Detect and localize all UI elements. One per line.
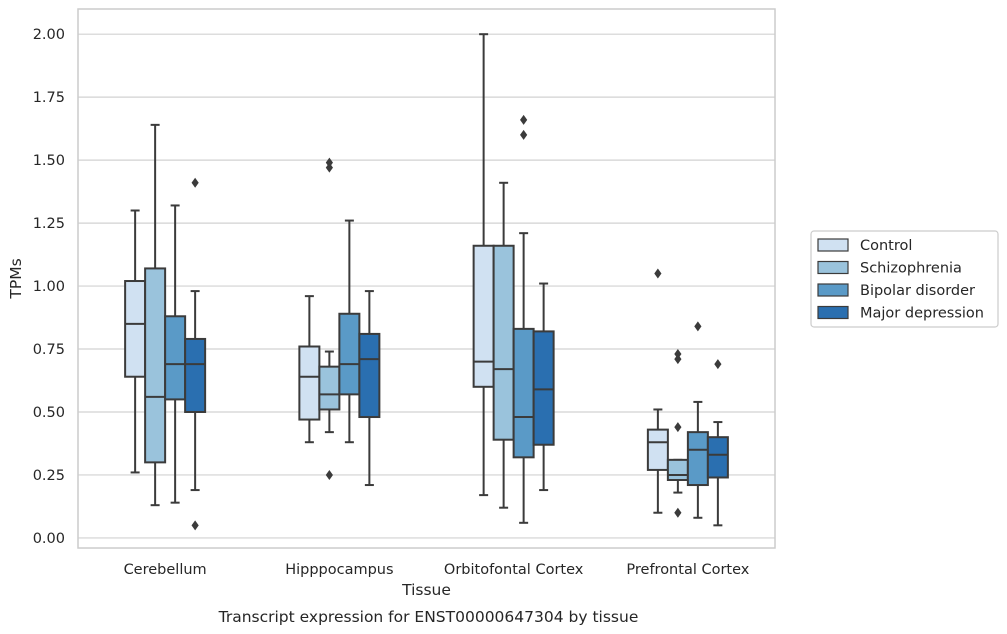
box-group <box>184 177 207 531</box>
outlier-point <box>325 162 333 173</box>
box-group <box>144 123 167 507</box>
outlier-point <box>191 177 199 188</box>
legend-frame <box>810 230 999 328</box>
x-tick-label: Prefrontal Cortex <box>626 562 749 578</box>
legend-swatch <box>817 238 849 252</box>
y-tick-label: 1.75 <box>33 90 65 106</box>
box <box>512 327 535 459</box>
y-tick-label: 1.50 <box>33 153 65 169</box>
outlier-point <box>674 507 682 518</box>
box-group <box>164 204 187 504</box>
box-group <box>706 359 729 527</box>
y-tick-label: 1.25 <box>33 216 65 232</box>
box-group <box>338 219 361 444</box>
outlier-point <box>325 469 333 480</box>
box <box>338 312 361 396</box>
legend-swatch <box>817 260 849 275</box>
y-tick-label: 2.00 <box>33 27 65 43</box>
box <box>706 436 729 479</box>
y-tick-label: 0.00 <box>33 531 65 547</box>
box <box>124 280 147 378</box>
outlier-point <box>520 129 528 140</box>
boxes-layer <box>124 33 729 531</box>
x-axis-title: Tissue <box>401 581 451 599</box>
y-tick-label: 0.75 <box>33 342 65 358</box>
plot-frame <box>77 8 776 549</box>
legend-label: Major depression <box>860 306 984 322</box>
y-axis-title: TPMs <box>7 258 25 299</box>
y-tick-label: 0.25 <box>33 468 65 484</box>
box-group <box>318 157 341 480</box>
box <box>318 365 341 411</box>
outlier-point <box>674 354 682 365</box>
outlier-point <box>674 422 682 433</box>
box-group <box>532 282 555 492</box>
box <box>164 315 187 401</box>
y-tick-labels: 0.00 0.25 0.50 0.75 1.00 1.25 1.50 1.75 2.00 <box>33 27 65 547</box>
box <box>144 267 167 464</box>
box <box>184 337 207 413</box>
box <box>492 244 515 441</box>
box <box>666 458 689 481</box>
box <box>646 428 669 471</box>
box-group <box>358 290 381 487</box>
box <box>298 345 321 421</box>
outlier-point <box>325 157 333 168</box>
box-group <box>472 33 495 497</box>
x-tick-labels: Cerebellum Hipppocampus Orbitofontal Corte… <box>124 562 750 578</box>
outlier-point <box>674 349 682 360</box>
chart-caption: Transcript expression for ENST0000064730… <box>218 608 639 626</box>
outlier-point <box>191 520 199 531</box>
y-tick-label: 1.00 <box>33 279 65 295</box>
box-group <box>512 114 535 524</box>
box <box>532 330 555 446</box>
box-group <box>298 295 321 444</box>
x-tick-label: Cerebellum <box>124 562 207 578</box>
outlier-point <box>694 321 702 332</box>
x-tick-label: Hipppocampus <box>285 562 393 578</box>
box-group <box>666 349 689 518</box>
legend-swatch <box>817 283 849 297</box>
legend-label: Schizophrenia <box>860 261 962 277</box>
legend-label: Control <box>860 238 912 254</box>
box-group <box>492 181 515 509</box>
box-group <box>646 268 669 514</box>
legend-label: Bipolar disorder <box>860 283 975 299</box>
box <box>686 431 709 487</box>
legend: Control Schizophrenia Bipolar disorder Majo… <box>810 230 999 328</box>
box-group <box>686 321 709 519</box>
box <box>358 332 381 419</box>
outlier-point <box>654 268 662 279</box>
y-tick-label: 0.50 <box>33 405 65 421</box>
outlier-point <box>520 114 528 125</box>
box <box>472 244 495 388</box>
box-group <box>124 209 147 474</box>
legend-swatch <box>817 305 849 320</box>
x-tick-label: Orbitofontal Cortex <box>444 562 584 578</box>
outlier-point <box>714 359 722 370</box>
